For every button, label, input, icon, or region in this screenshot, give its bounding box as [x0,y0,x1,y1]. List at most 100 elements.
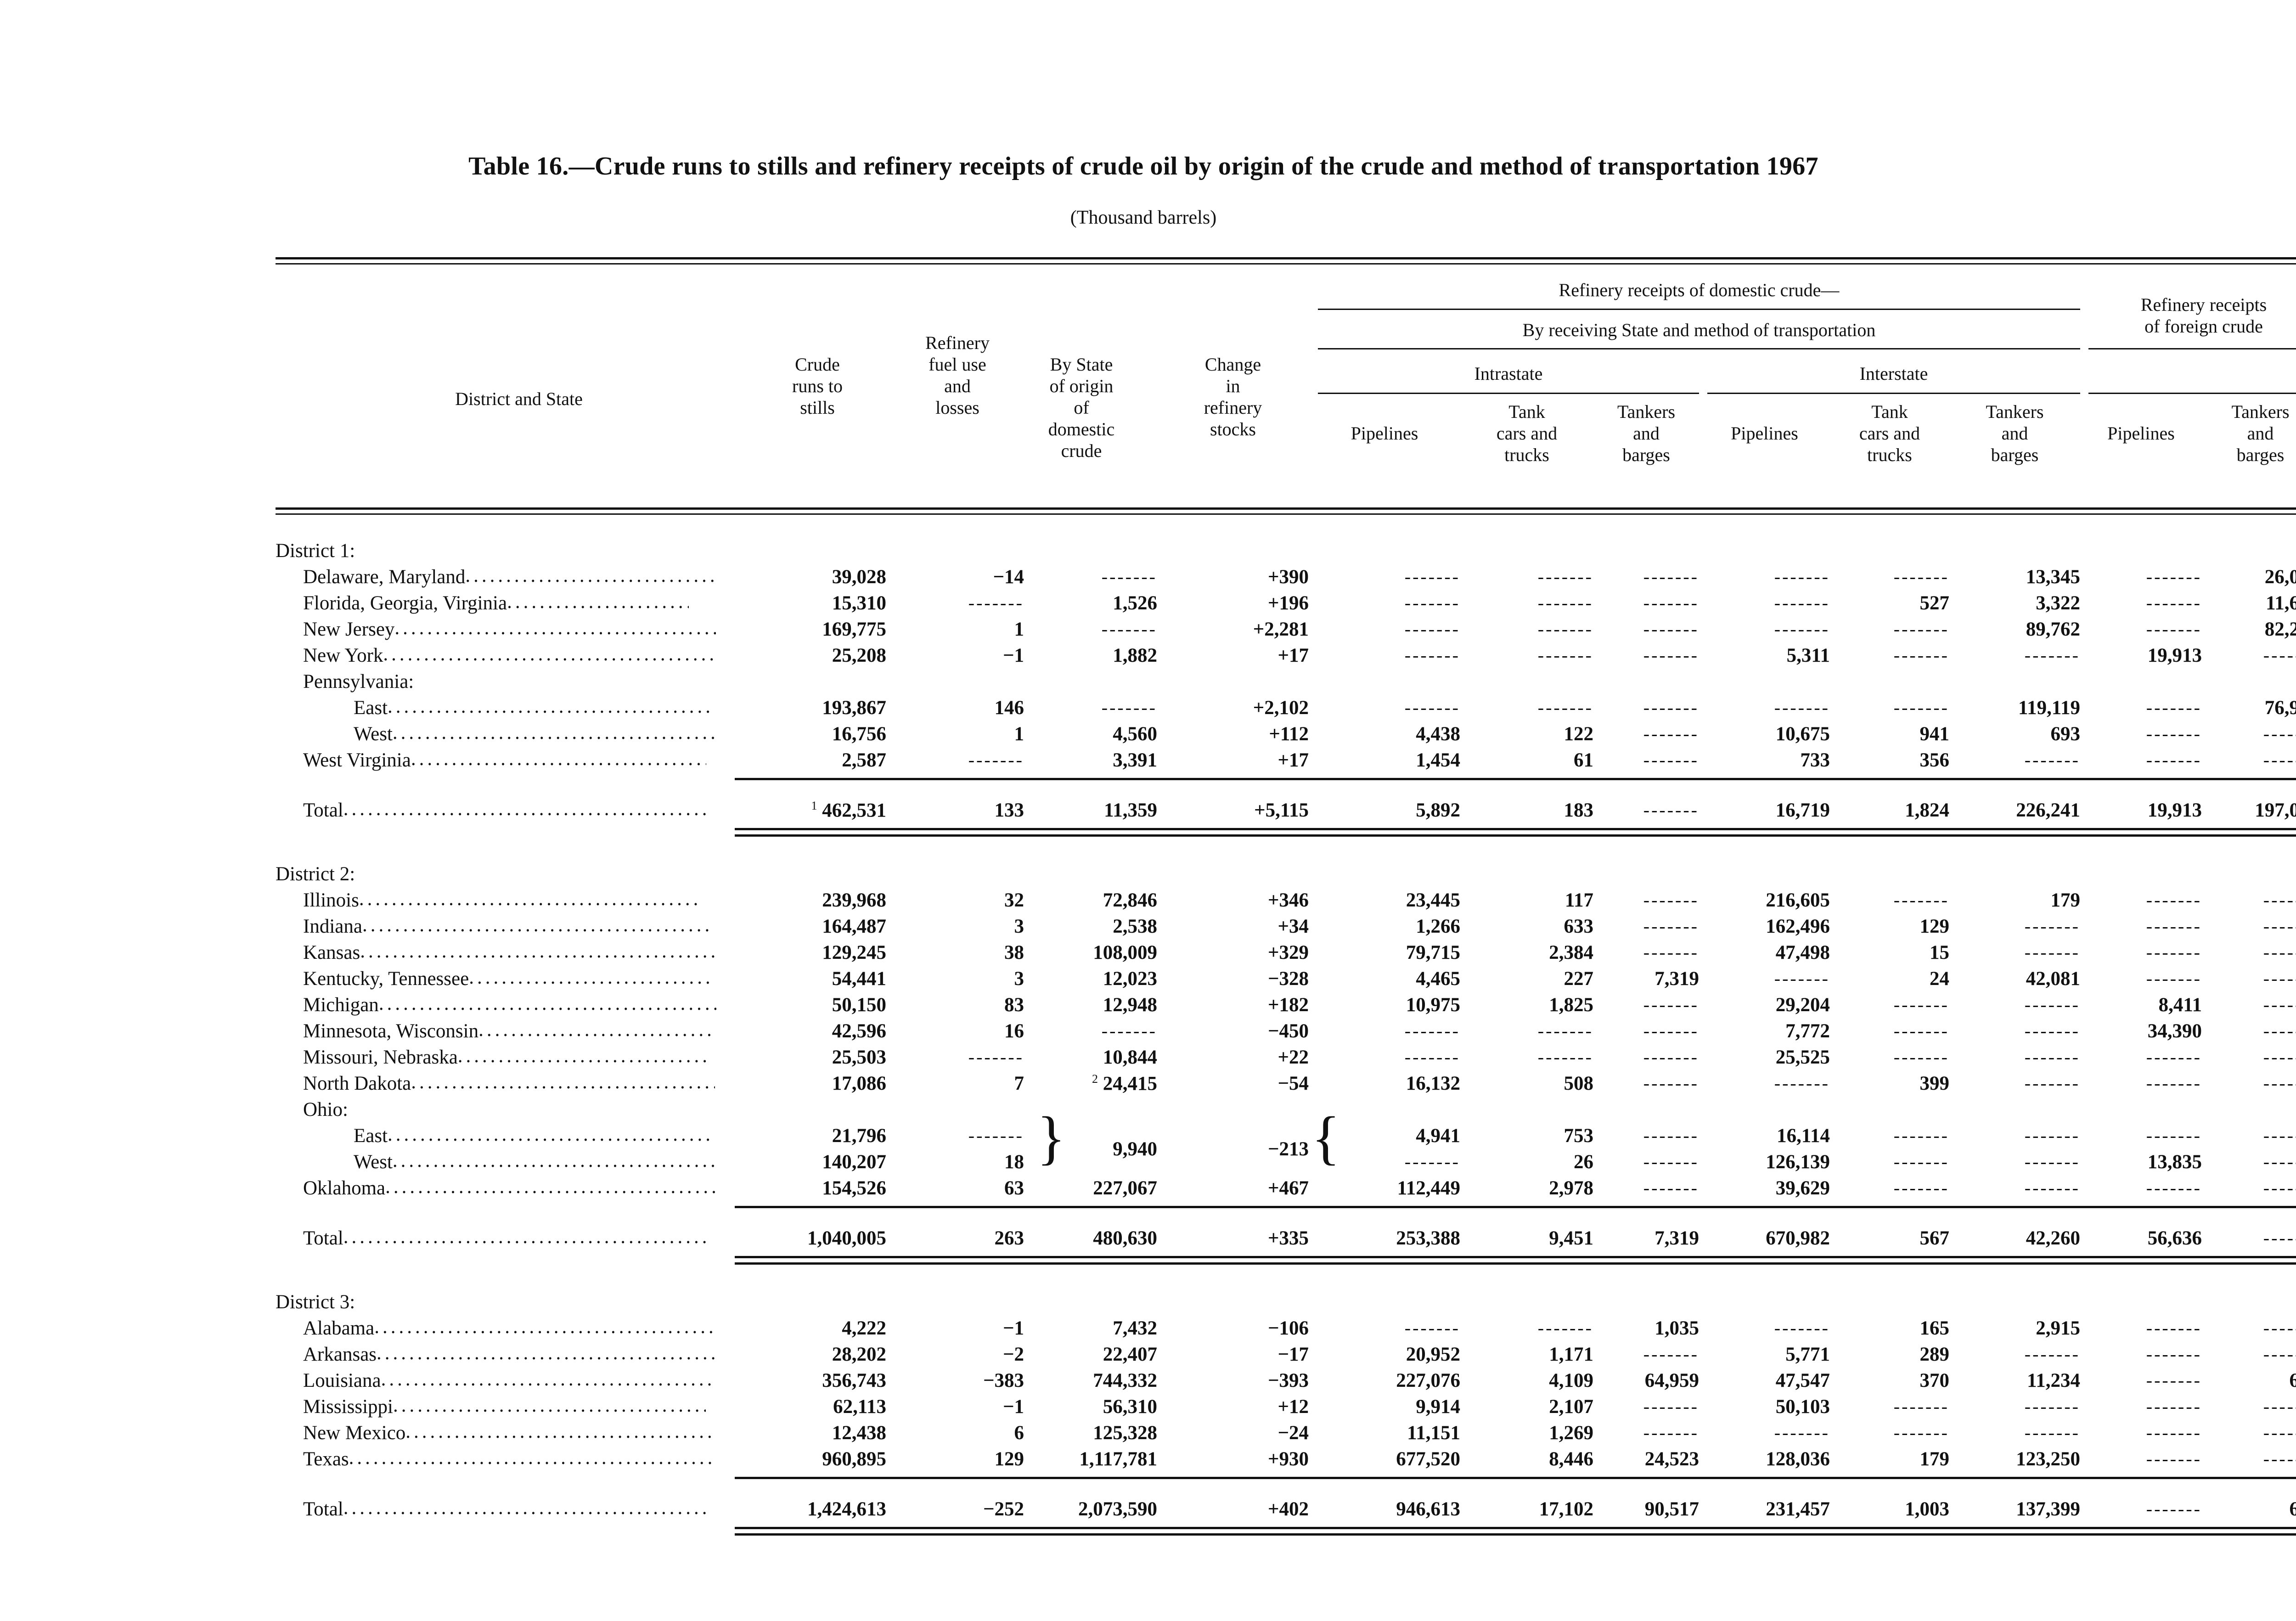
table-cell-value: 129,245 [822,942,886,963]
table-cell-value: +2,281 [1253,619,1309,640]
table-cell-value: 183 [1564,799,1594,821]
table-cell-empty: ------- [1774,1317,1830,1338]
table-cell-empty: ------- [2146,1498,2202,1519]
leader-dots: ........................................… [377,1343,716,1364]
table-cell-empty: ------- [2024,994,2080,1015]
header-crude-runs-to-stills: Crude runs to stills [792,354,843,418]
table-cell-empty: ------- [1643,799,1699,820]
table-cell-empty: ------- [1404,566,1460,587]
table-cell-value: 17,102 [1539,1498,1593,1520]
table-cell-value: 1,266 [1416,916,1460,937]
table-cell-value: +467 [1267,1177,1309,1199]
table-cell-empty: ------- [1643,1151,1699,1172]
table-cell-empty: ------- [2263,1177,2296,1198]
table-cell-value: 64,959 [1644,1370,1699,1391]
table-cell-value: 263 [994,1227,1024,1249]
table-cell-value: 8,411 [2158,994,2202,1016]
table-cell-value: 28,202 [832,1344,886,1365]
rule-under-foreign-crude [2088,348,2296,349]
table-cell-empty: ------- [2146,1125,2202,1146]
leader-dots: ........................................… [392,723,716,743]
table-cell-value: 17,086 [832,1073,886,1094]
table-cell-value: 1,003 [1905,1498,1949,1520]
table-cell-value: 2,978 [1549,1177,1593,1199]
table-cell-value: 16,114 [1777,1125,1830,1147]
table-cell-value: 126,139 [1766,1151,1830,1173]
header-span-intrastate: Intrastate [1474,363,1543,384]
table-cell-empty: ------- [2024,916,2080,936]
table-cell-value: 2,587 [842,749,886,771]
table-cell-value: +196 [1267,592,1309,614]
table-cell-value: 165 [1919,1317,1950,1339]
table-cell-value: 13,345 [2026,566,2080,588]
row-label-pennsylvania: Pennsylvania: [303,671,414,692]
table-cell-value: +2,102 [1253,697,1309,719]
table-cell-value: 125,328 [1093,1422,1157,1444]
table-cell-value: 11,151 [1407,1422,1460,1444]
table-cell-value: 56,310 [1103,1396,1157,1418]
row-label-west: West....................................… [354,723,716,745]
table-cell-value: 231,457 [1766,1498,1830,1520]
rule-under-intrastate [1318,393,1699,394]
leader-dots: ........................................… [392,1151,716,1171]
table-cell-empty: ------- [1643,566,1699,587]
table-cell-value: 7,319 [1654,1227,1699,1249]
table-cell-empty: ------- [1643,889,1699,910]
table-cell-empty: ------- [1643,1344,1699,1364]
table-cell-value: 4,438 [1416,723,1460,745]
table-cell-value: 227 [1564,968,1594,990]
leader-dots: ........................................… [465,566,716,586]
table-cell-value: 16,756 [832,723,886,745]
table-cell-value: 2,538 [1113,916,1157,937]
table-cell-empty: ------- [2263,889,2296,910]
table-cell-value: 693 [2050,723,2081,745]
leader-dots: ........................................… [383,644,716,665]
table-cell-empty: ------- [2146,889,2202,910]
table-cell-value: 11,657 [2266,592,2296,614]
table-cell-empty: ------- [2024,749,2080,770]
table-cell-value: 25,525 [1775,1047,1830,1068]
table-cell-value: +17 [1277,749,1309,771]
table-cell-value: 42,260 [2026,1227,2080,1249]
table-cell-empty: ------- [2263,1125,2296,1146]
table-cell-value: 3 [1014,916,1024,937]
row-label-michigan: Michigan................................… [303,994,716,1016]
leader-dots: ........................................… [394,618,716,639]
rule-below-total-2 [735,1262,2296,1265]
table-cell-value: 20,952 [1406,1344,1460,1365]
table-cell-empty: ------- [2263,1448,2296,1469]
table-cell-empty: ------- [1893,566,1949,587]
rule-under-interstate [1707,393,2080,394]
table-cell-value: 1,040,005 [807,1227,886,1249]
rule-under-receiving-state [1318,348,2080,349]
table-cell-value: 117 [1564,889,1593,911]
table-cell-value: 23,445 [1406,889,1460,911]
rule-under-domestic-crude [1318,309,2080,310]
table-cell-empty: ------- [2146,968,2202,989]
leader-dots: ........................................… [388,697,711,717]
table-cell-empty: ------- [1774,1422,1830,1443]
table-cell-value: 22,407 [1103,1344,1157,1365]
table-cell-value: 19,913 [2147,799,2202,821]
table-cell-value: −54 [1277,1073,1309,1094]
table-cell-value: 42,081 [2026,968,2080,990]
table-cell-value: 7,319 [1654,968,1699,990]
table-cell-value: 2 24,415 [1092,1072,1157,1095]
leader-dots: ........................................… [362,915,710,936]
table-cell-empty: ------- [968,1125,1024,1146]
table-cell-value: 8,446 [1549,1448,1593,1470]
table-cell-value: −393 [1267,1370,1309,1391]
table-cell-empty: ------- [2263,968,2296,989]
table-cell-empty: ------- [2263,749,2296,770]
table-units-subtitle: (Thousand barrels) [1070,207,1217,228]
table-cell-value: −252 [983,1498,1024,1520]
rule-under-header-2 [276,513,2296,515]
rule-below-total-2 [735,834,2296,837]
table-cell-value: +346 [1267,889,1309,911]
table-cell-empty: ------- [1537,697,1593,718]
leader-dots: ........................................… [359,889,698,910]
table-cell-value: 356,743 [822,1370,886,1391]
header-interstate-pipelines: Pipelines [1731,423,1798,444]
table-cell-value: 3 [1014,968,1024,990]
table-cell-value: 10,675 [1775,723,1830,745]
